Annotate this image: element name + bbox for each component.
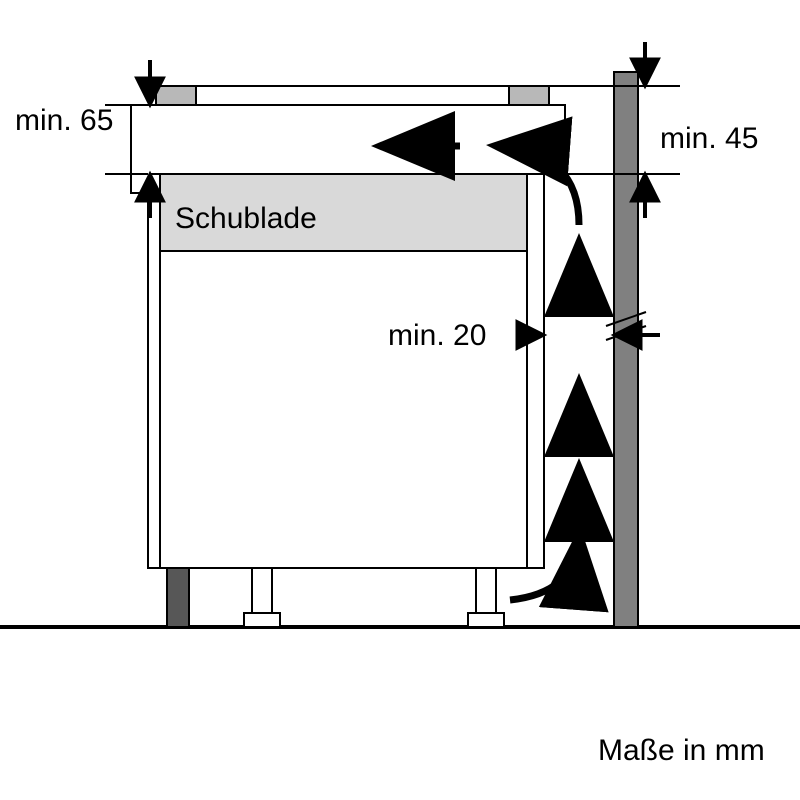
cooktop-trim-right: [509, 86, 549, 105]
cooktop: [156, 86, 549, 105]
units-label: Maße in mm: [598, 734, 765, 767]
installation-diagram: Schublade min. 65 min. 45 min. 20: [0, 0, 800, 800]
min20-label: min. 20: [388, 319, 486, 352]
drawer-label: Schublade: [175, 202, 317, 235]
min65-label: min. 65: [15, 104, 113, 137]
countertop: [131, 105, 565, 174]
min45-label: min. 45: [660, 122, 758, 155]
leg-dark: [167, 568, 189, 627]
wall: [614, 72, 638, 627]
cooktop-trim-left: [156, 86, 196, 105]
cabinet-legs: [167, 568, 504, 627]
